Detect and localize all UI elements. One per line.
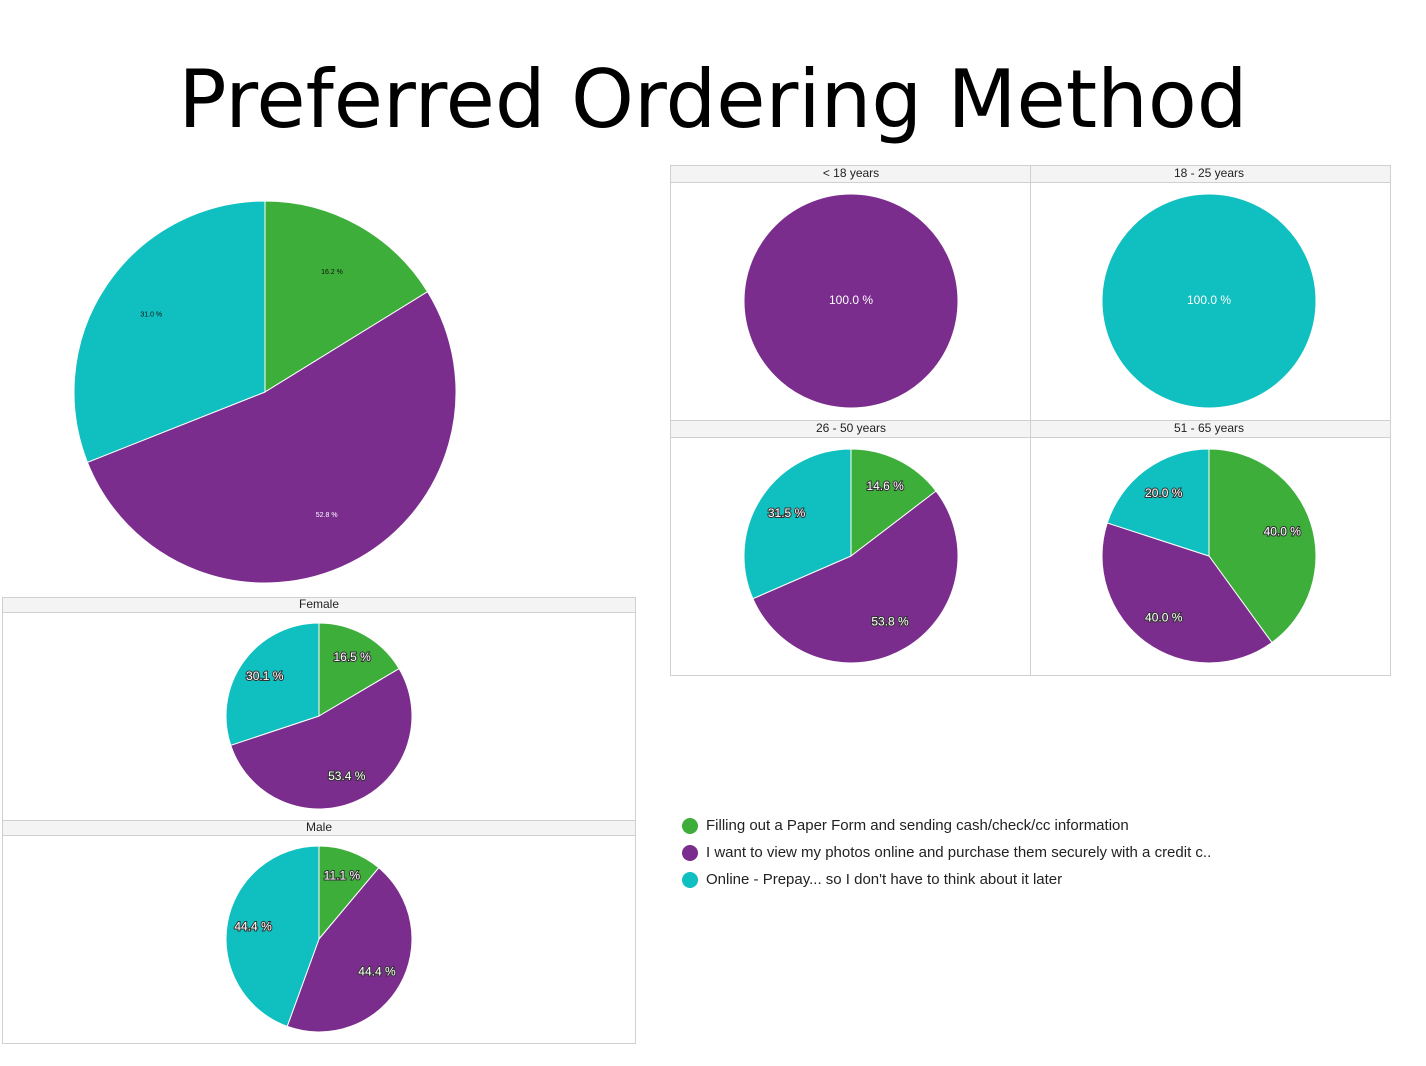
data-label: 40.0 %: [1145, 610, 1183, 624]
data-label: 100.0 %: [1187, 293, 1231, 307]
pie-slice: [1101, 522, 1273, 664]
pie-slice: [318, 622, 400, 717]
pie-slice: [743, 193, 959, 409]
data-label: 53.4 %: [328, 769, 366, 783]
pie-slice: [318, 845, 380, 941]
data-label: 16.5 %: [333, 650, 371, 664]
pie-slice: [286, 867, 413, 1033]
data-label: 100.0 %: [829, 293, 873, 307]
pie-slice: [73, 200, 266, 463]
pie-slice: [1208, 448, 1317, 644]
legend-label: Online - Prepay... so I don't have to th…: [706, 871, 1062, 888]
pie-slice: [225, 845, 320, 1028]
panel-header: [2, 820, 636, 836]
panel-title: Female: [299, 597, 339, 611]
panel-title: 18 - 25 years: [1174, 166, 1244, 180]
pie-slice: [225, 622, 320, 746]
panel-header: [2, 597, 636, 613]
pie-slice: [743, 448, 852, 600]
data-label: 14.6 %: [866, 479, 904, 493]
data-label: 52.8 %: [316, 512, 338, 519]
data-label: 20.0 %: [1145, 486, 1183, 500]
pie-slice: [850, 448, 937, 558]
data-label: 11.1 %: [324, 868, 361, 882]
pie-slice: [1106, 448, 1210, 557]
legend-swatch: [682, 872, 698, 888]
slide-title: Preferred Ordering Method: [178, 53, 1247, 146]
panel-title: Male: [306, 820, 332, 834]
data-label: 44.4 %: [358, 965, 396, 979]
legend-label: I want to view my photos online and purc…: [706, 844, 1211, 861]
panel-title: 26 - 50 years: [816, 421, 886, 435]
panel-title: < 18 years: [823, 166, 879, 180]
pie-slice: [230, 667, 413, 810]
data-label: 31.5 %: [768, 506, 806, 520]
pie-slice: [1101, 193, 1317, 409]
panel-title: 51 - 65 years: [1174, 421, 1244, 435]
data-label: 40.0 %: [1264, 524, 1302, 538]
legend-swatch: [682, 818, 698, 834]
pie-slice: [752, 490, 959, 664]
data-label: 31.0 %: [140, 312, 162, 319]
data-label: 44.4 %: [234, 920, 272, 934]
pie-slice: [264, 200, 429, 393]
data-label: 30.1 %: [246, 669, 284, 683]
pie-slice: [86, 291, 457, 584]
legend-swatch: [682, 845, 698, 861]
data-label: 16.2 %: [321, 269, 343, 276]
legend-label: Filling out a Paper Form and sending cas…: [706, 817, 1129, 834]
data-label: 53.8 %: [871, 615, 909, 629]
